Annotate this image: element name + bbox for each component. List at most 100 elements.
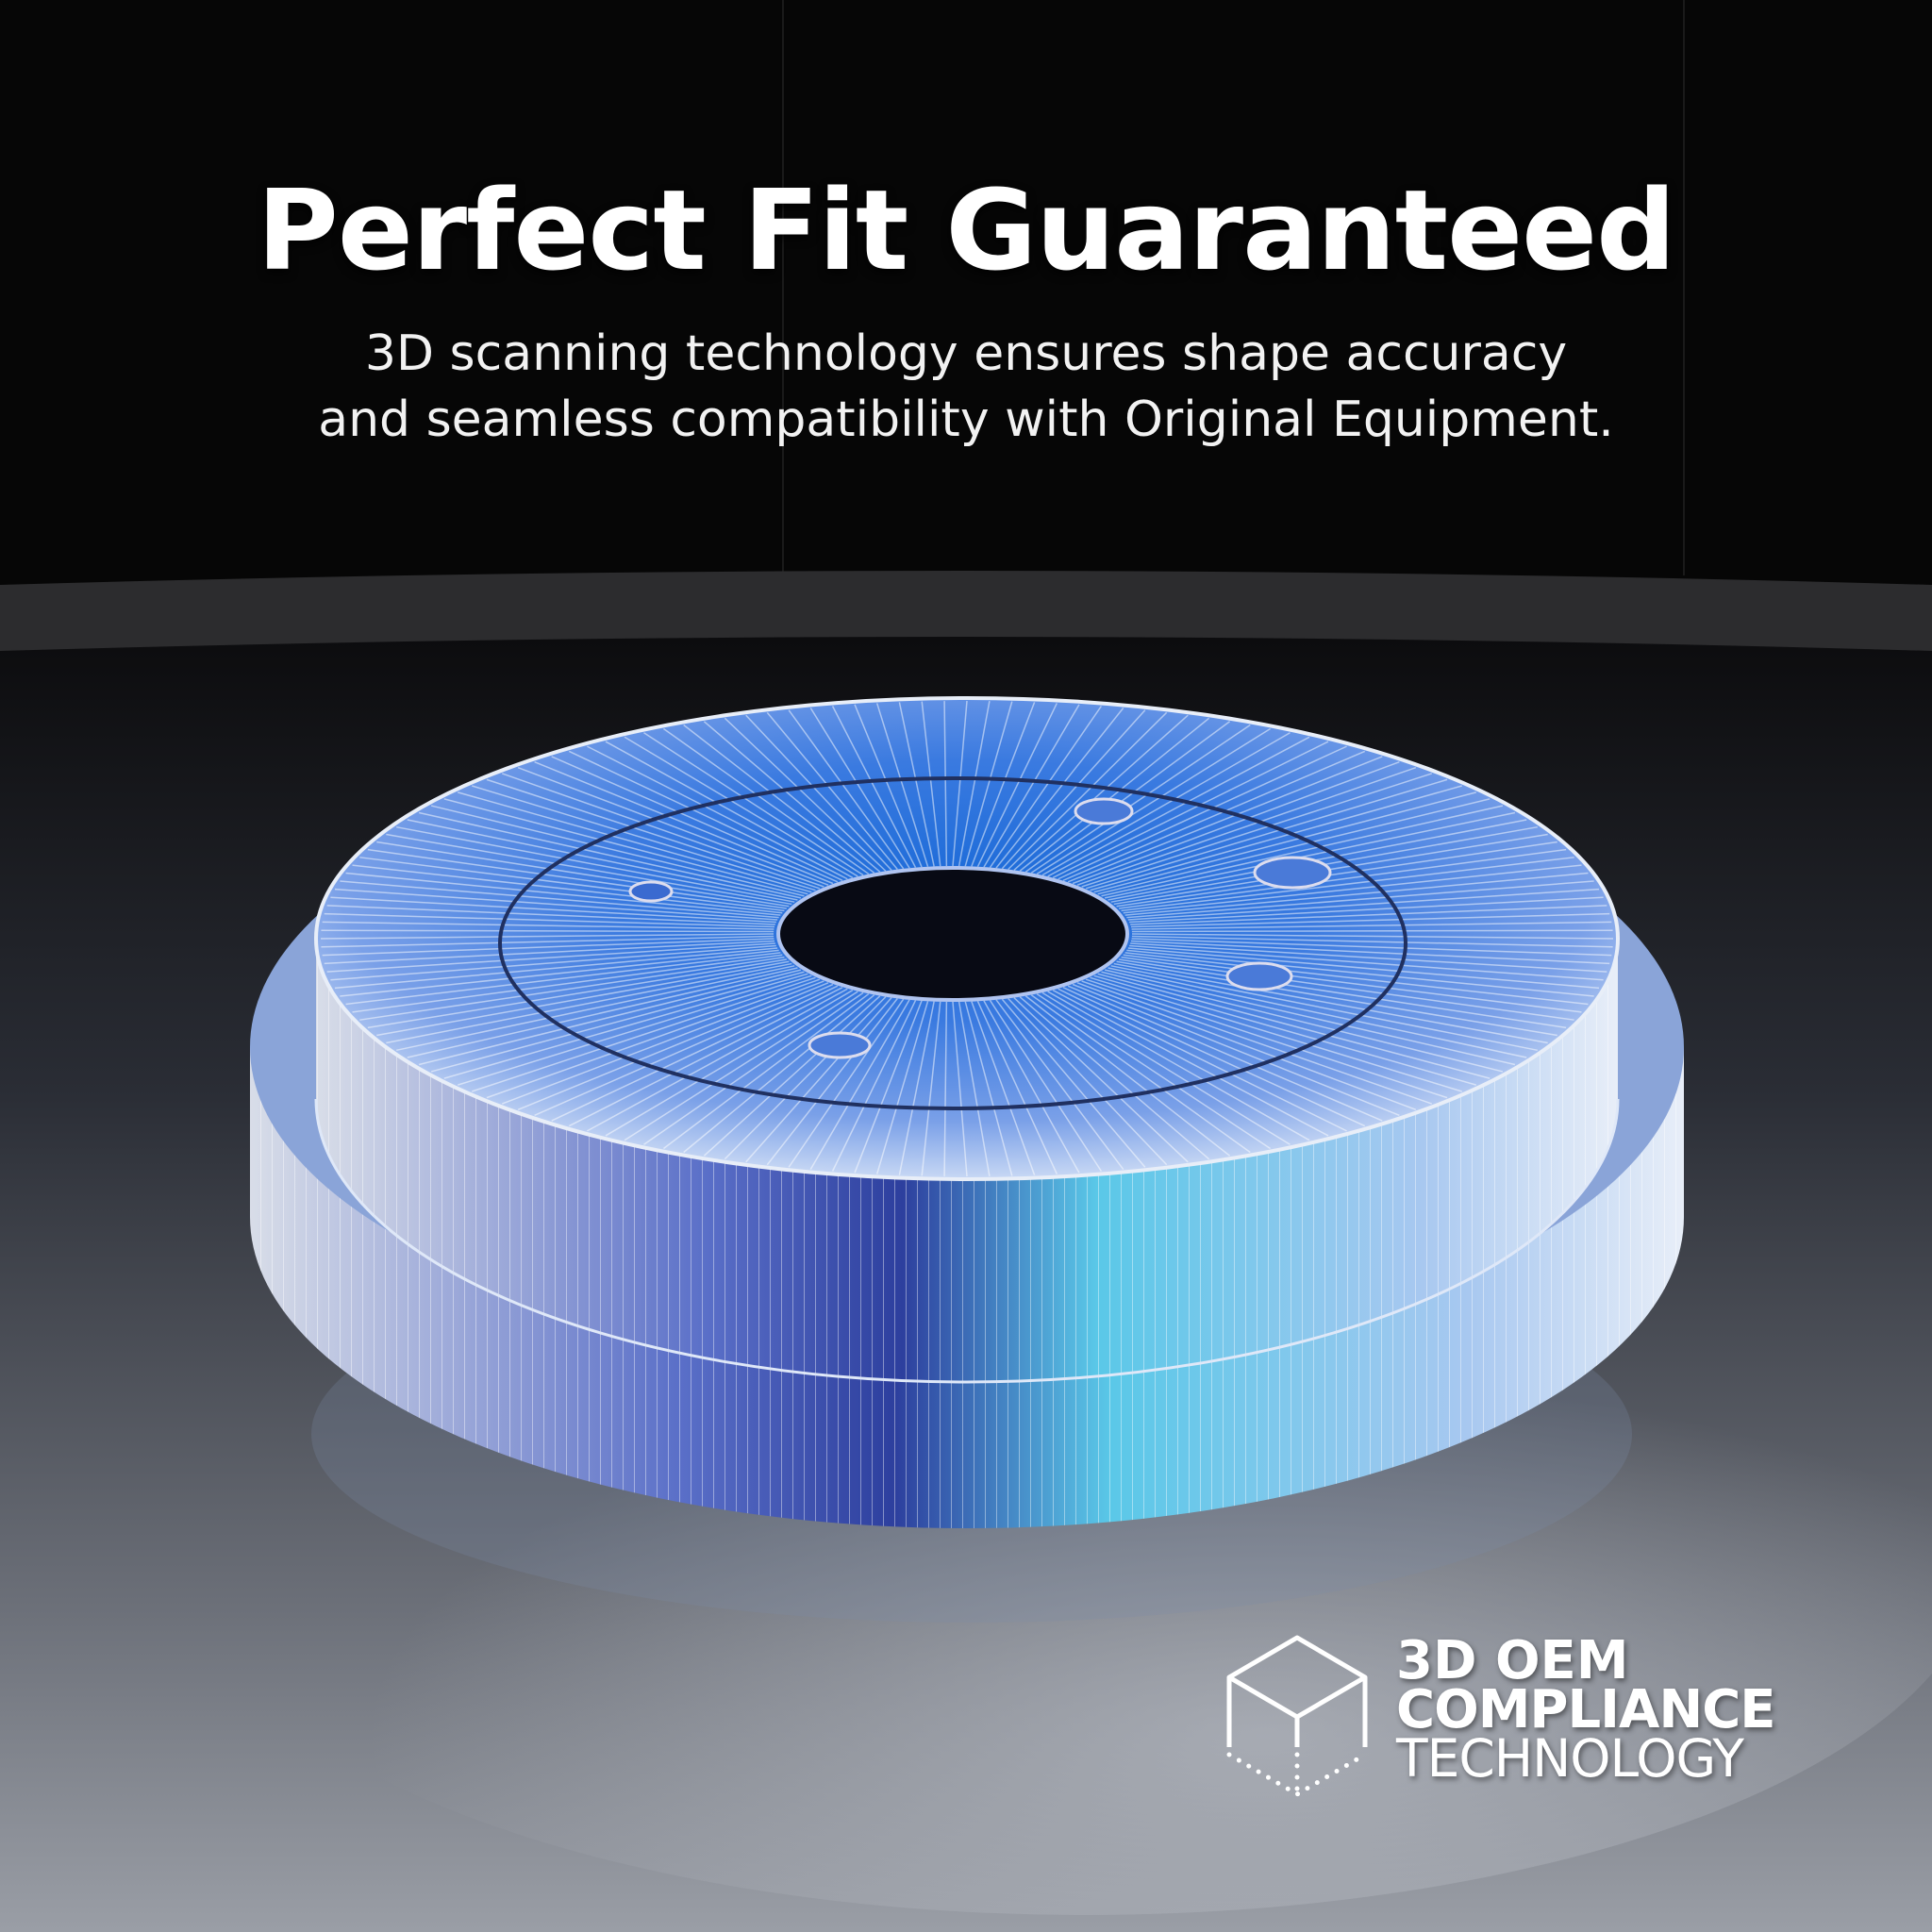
- wireframe-ray: [407, 819, 798, 901]
- wireframe-ray: [1036, 727, 1271, 875]
- wireframe-ray: [551, 985, 839, 1122]
- wireframe-ray: [1036, 992, 1272, 1150]
- wireframe-ray: [662, 727, 870, 875]
- wireframe-ray: [517, 982, 829, 1110]
- wireframe-ray: [1058, 745, 1347, 880]
- wireframe-ray: [1090, 976, 1462, 1092]
- wireframe-ray: [418, 969, 802, 1066]
- wireframe-ray: [1041, 732, 1291, 876]
- wireframe-ray: [386, 833, 792, 906]
- wireframe-ray: [322, 938, 774, 957]
- wireframe-ray: [1076, 982, 1417, 1110]
- wireframe-ray: [443, 973, 808, 1079]
- wireframe-ray: [322, 921, 774, 930]
- wireframe-ray: [875, 703, 929, 867]
- wireframe-ray: [1097, 798, 1491, 895]
- wireframe-ray: [605, 990, 854, 1137]
- wireframe-ray: [1129, 944, 1604, 981]
- wireframe-ray: [1067, 985, 1383, 1122]
- wireframe-ray: [943, 701, 948, 867]
- wireframe-ray: [1119, 848, 1567, 909]
- wireframe-ray: [976, 703, 1058, 868]
- wireframe-ray: [367, 958, 787, 1029]
- wireframe-ray: [683, 724, 875, 874]
- wireframe-ray: [334, 888, 778, 921]
- wireframe-ray: [643, 732, 864, 876]
- wireframe-ray: [952, 1001, 968, 1177]
- backdrop: [0, 0, 1932, 585]
- wireframe-ray: [1131, 933, 1614, 940]
- wireframe-ray: [921, 1001, 941, 1176]
- wireframe-ray: [788, 998, 905, 1168]
- wireframe-ray: [502, 773, 824, 888]
- wireframe-ray: [1121, 956, 1574, 1021]
- center-bore: [776, 866, 1129, 1002]
- wireframe-ray: [326, 905, 775, 925]
- wireframe-ray: [831, 1000, 917, 1172]
- wireframe-ray: [1126, 949, 1594, 997]
- wireframe-ray: [534, 983, 834, 1116]
- wireframe-ray: [367, 848, 787, 909]
- wireframe-ray: [1131, 935, 1613, 948]
- wireframe-ray: [1047, 991, 1310, 1141]
- wireframe-ray: [1085, 978, 1448, 1099]
- wireframe-ray: [517, 767, 829, 886]
- wireframe-ray: [1081, 773, 1432, 888]
- wireframe-ray: [376, 841, 790, 908]
- wireframe-ray: [1024, 995, 1231, 1157]
- wireframe-ray: [472, 785, 816, 891]
- wireframe-ray: [345, 952, 781, 1006]
- wireframe-ray: [1081, 980, 1432, 1105]
- wireframe-ray: [1116, 960, 1557, 1037]
- wireframe-ray: [551, 756, 839, 883]
- wireframe-ray: [809, 708, 910, 869]
- badge-line-2: COMPLIANCE: [1396, 1679, 1776, 1740]
- wireframe-ray: [340, 880, 779, 919]
- wireframe-ray: [605, 741, 854, 878]
- wireframe-ray: [995, 708, 1124, 869]
- wireframe-ray: [330, 944, 776, 981]
- wireframe-ray: [352, 954, 783, 1013]
- wireframe-ray: [1052, 990, 1329, 1137]
- wireframe-ray: [324, 912, 775, 928]
- wireframe-ray: [943, 1001, 948, 1176]
- wireframe-ray: [624, 991, 858, 1141]
- wireframe-ray: [1072, 761, 1400, 885]
- wireframe-ray: [745, 714, 892, 871]
- wireframe-ray: [1127, 947, 1600, 990]
- wireframe-ray: [326, 942, 775, 973]
- wireframe-ray: [958, 701, 991, 867]
- wireframe-ray: [1013, 714, 1189, 871]
- wireframe-ray: [334, 947, 778, 990]
- wireframe-ray: [1121, 857, 1574, 912]
- wireframe-ray: [898, 702, 935, 867]
- wireframe-ray: [457, 974, 812, 1086]
- wireframe-ray: [472, 976, 816, 1092]
- wireframe-ray: [964, 701, 1013, 867]
- wireframe-ray: [983, 1000, 1080, 1174]
- wireframe-ray: [989, 1000, 1103, 1172]
- wireframe-ray: [971, 702, 1036, 867]
- oem-compliance-badge: 3D OEM COMPLIANCE TECHNOLOGY: [1222, 1618, 1807, 1797]
- wireframe-ray: [430, 971, 805, 1073]
- wireframe-ray: [724, 717, 887, 872]
- wireframe-ray: [1067, 756, 1383, 883]
- wireframe-ray: [964, 1001, 1013, 1176]
- wireframe-ray: [1131, 921, 1612, 930]
- wireframe-ray: [971, 1001, 1036, 1175]
- wireframe-ray: [1130, 905, 1607, 925]
- wireframe-ray: [359, 857, 785, 912]
- wireframe-ray: [703, 721, 881, 873]
- wireframe-ray: [321, 929, 774, 933]
- wireframe-ray: [568, 987, 843, 1127]
- wireframe-ray: [1119, 958, 1567, 1029]
- wireframe-ray: [983, 704, 1080, 868]
- wireframe-ray: [352, 864, 783, 914]
- wireframe-ray: [1097, 973, 1491, 1079]
- wireframe-ray: [418, 811, 802, 899]
- wireframe-ray: [809, 999, 910, 1170]
- wireframe-ray: [952, 700, 968, 867]
- brake-drum-wireframe: [250, 696, 1684, 1528]
- wireframe-ray: [1030, 994, 1251, 1154]
- wireframe-ray: [320, 933, 774, 940]
